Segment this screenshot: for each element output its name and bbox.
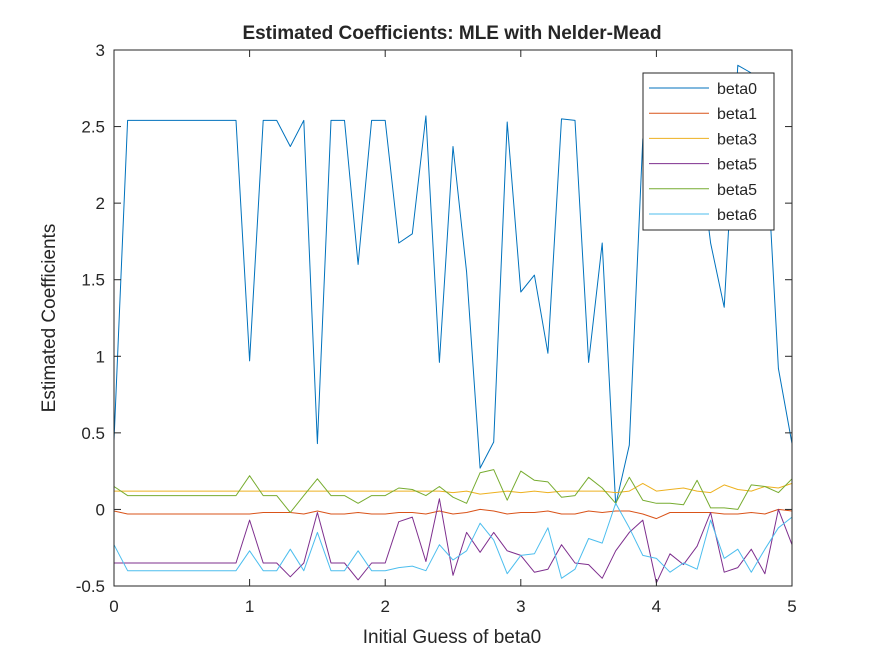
series-layer [113,64,793,584]
series-line-beta5-4 [114,498,793,584]
axes [113,49,793,587]
series-line-beta3-3 [114,482,793,495]
y-tick-label: 0.5 [81,424,105,443]
series-line-beta1-2 [113,508,793,520]
chart-title: Estimated Coefficients: MLE with Nelder-… [242,23,661,44]
y-tick-label: 1 [96,347,105,366]
y-tick-label: 2.5 [81,118,105,137]
legend: beta0 beta1 beta3 beta5 beta5 beta6 [642,72,775,231]
series-line-beta6-6 [113,502,793,579]
y-tick-label: 1.5 [81,271,105,290]
legend-label-beta3-3: beta3 [717,131,757,148]
legend-box [642,72,775,231]
legend-label-beta0-1: beta0 [717,81,757,98]
y-tick-label: -0.5 [76,577,105,596]
x-axis-label: Initial Guess of beta0 [363,627,542,648]
ticks: 0 1 2 3 4 5-0.500.511.522.53 [76,41,797,616]
x-tick-label: 0 [109,597,118,616]
axes-box [113,49,793,587]
series-line-beta5-5 [113,469,793,513]
x-tick-label: 1 [245,597,254,616]
x-tick-label: 4 [652,597,661,616]
y-tick-label: 3 [96,41,105,60]
y-tick-label: 2 [96,194,105,213]
legend-label-beta1-2: beta1 [717,106,757,123]
legend-label-beta5-4: beta5 [717,157,757,174]
x-tick-label: 3 [516,597,525,616]
legend-label-beta5-5: beta5 [717,182,757,199]
legend-label-beta6-6: beta6 [717,207,757,224]
x-tick-label: 5 [787,597,796,616]
y-axis-label: Estimated Coefficients [39,224,60,413]
y-tick-label: 0 [96,500,105,519]
x-tick-label: 2 [380,597,389,616]
